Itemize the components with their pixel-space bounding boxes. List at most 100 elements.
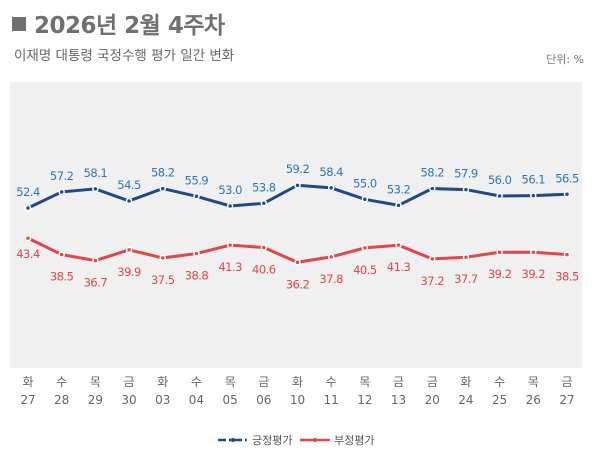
negative-point: [361, 244, 369, 252]
negative-data-label: 39.2: [488, 267, 512, 281]
negative-point: [226, 241, 234, 249]
negative-point: [462, 253, 470, 261]
positive-point: [226, 202, 234, 210]
positive-data-label: 52.4: [16, 185, 40, 199]
x-tick-day: 화: [22, 375, 33, 389]
x-tick-day: 수: [56, 375, 67, 389]
positive-data-label: 56.1: [522, 173, 546, 187]
negative-point: [294, 259, 301, 266]
square-bullet-icon: [12, 17, 26, 31]
negative-data-label: 40.6: [252, 263, 276, 277]
x-tick-date: 12: [357, 393, 372, 407]
negative-data-label: 38.5: [50, 270, 74, 284]
negative-point: [496, 248, 503, 256]
positive-data-label: 58.2: [151, 166, 175, 180]
positive-point: [260, 200, 268, 207]
negative-data-label: 36.7: [84, 276, 108, 290]
x-tick-date: 06: [256, 393, 271, 407]
positive-data-label: 53.8: [252, 180, 276, 194]
negative-data-label: 43.4: [16, 247, 40, 261]
negative-point: [193, 250, 200, 257]
positive-point: [159, 185, 166, 192]
x-tick-date: 27: [559, 393, 574, 407]
negative-point: [429, 255, 436, 263]
chart-title: 2026년 2월 4주차: [12, 6, 225, 40]
x-tick-date: 30: [121, 393, 136, 407]
positive-data-label: 56.5: [555, 171, 579, 185]
negative-point: [530, 248, 537, 256]
positive-data-label: 58.1: [84, 166, 108, 180]
x-tick-day: 목: [359, 375, 370, 389]
negative-data-label: 40.5: [353, 263, 377, 277]
positive-point: [395, 202, 402, 209]
positive-data-label: 53.2: [387, 182, 411, 196]
x-tick-day: 화: [460, 375, 471, 389]
x-tick-day: 화: [157, 375, 168, 389]
x-tick-date: 29: [88, 393, 103, 407]
negative-point: [327, 253, 335, 261]
negative-data-label: 37.8: [319, 272, 343, 286]
positive-point: [193, 193, 200, 200]
x-tick-day: 금: [561, 375, 572, 389]
x-tick-date: 25: [492, 393, 507, 407]
negative-data-label: 41.3: [218, 260, 242, 274]
positive-point: [125, 197, 133, 205]
positive-data-label: 54.5: [117, 178, 141, 192]
x-tick-day: 금: [427, 375, 438, 389]
x-tick-date: 13: [391, 393, 406, 407]
negative-point: [125, 246, 133, 254]
negative-point: [563, 251, 571, 258]
positive-data-label: 57.9: [454, 167, 478, 181]
x-tick-date: 27: [20, 393, 35, 407]
negative-point: [260, 244, 268, 251]
x-tick-date: 10: [290, 393, 305, 407]
x-tick-day: 목: [225, 375, 236, 389]
plot-background: [10, 82, 582, 368]
x-tick-date: 04: [189, 393, 204, 407]
negative-data-label: 38.5: [555, 270, 579, 284]
negative-data-label: 37.7: [454, 272, 478, 286]
positive-point: [58, 188, 65, 196]
x-tick-day: 수: [326, 375, 337, 389]
positive-legend-label: 긍정평가: [252, 434, 292, 447]
positive-point: [429, 185, 436, 192]
negative-data-label: 39.9: [117, 265, 141, 279]
x-tick-date: 03: [155, 393, 170, 407]
x-tick-day: 목: [90, 375, 101, 389]
negative-point: [24, 234, 32, 242]
positive-point: [294, 181, 301, 189]
x-tick-date: 26: [526, 393, 541, 407]
negative-data-label: 37.2: [420, 274, 444, 288]
negative-point: [92, 257, 99, 264]
x-tick-date: 28: [54, 393, 69, 407]
negative-legend-marker: [313, 438, 317, 442]
positive-point: [361, 196, 369, 203]
x-tick-day: 금: [258, 375, 269, 389]
positive-point: [327, 184, 335, 192]
negative-point: [58, 251, 65, 258]
x-tick-date: 24: [458, 393, 473, 407]
negative-data-label: 37.5: [151, 273, 175, 287]
positive-point: [24, 204, 32, 212]
title-text: 2026년 2월 4주차: [34, 13, 225, 39]
x-tick-day: 금: [124, 375, 135, 389]
x-tick-date: 11: [324, 393, 339, 407]
x-tick-date: 20: [425, 393, 440, 407]
negative-point: [395, 241, 402, 249]
positive-data-label: 55.0: [353, 176, 377, 190]
x-tick-day: 화: [292, 375, 303, 389]
positive-point: [462, 186, 470, 193]
positive-data-label: 58.4: [319, 165, 343, 179]
positive-legend-marker: [231, 438, 235, 442]
x-tick-day: 목: [528, 375, 539, 389]
x-tick-date: 05: [222, 393, 237, 407]
positive-point: [92, 185, 99, 193]
negative-point: [159, 254, 166, 262]
positive-data-label: 59.2: [286, 162, 310, 176]
positive-point: [530, 192, 537, 199]
negative-legend-label: 부정평가: [334, 434, 374, 447]
negative-data-label: 41.3: [387, 260, 411, 274]
negative-data-label: 36.2: [286, 277, 310, 291]
x-tick-day: 수: [494, 375, 505, 389]
positive-data-label: 55.9: [185, 173, 209, 187]
